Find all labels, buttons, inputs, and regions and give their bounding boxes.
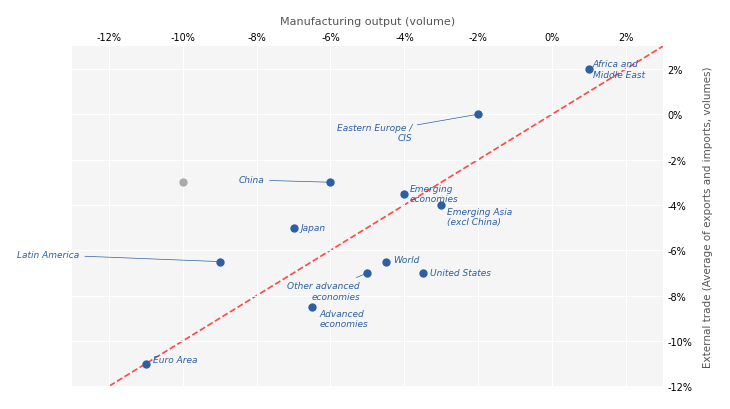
Text: Advanced
economies: Advanced economies: [320, 309, 368, 328]
Text: Emerging Asia
(excl China): Emerging Asia (excl China): [447, 207, 512, 227]
Point: [583, 66, 595, 73]
Text: Euro Area: Euro Area: [153, 355, 198, 364]
Text: Emerging
economies: Emerging economies: [410, 184, 458, 204]
Point: [140, 360, 152, 367]
Point: [417, 270, 429, 276]
Point: [325, 180, 337, 186]
Point: [214, 259, 226, 265]
Y-axis label: External trade (Average of exports and imports, volumes): External trade (Average of exports and i…: [703, 66, 713, 367]
Point: [380, 259, 392, 265]
Text: Latin America: Latin America: [17, 251, 217, 262]
Text: World: World: [393, 255, 420, 264]
Point: [306, 304, 318, 310]
Text: Other advanced
economies: Other advanced economies: [288, 274, 365, 301]
Text: Eastern Europe /
CIS: Eastern Europe / CIS: [337, 115, 475, 143]
Text: Japan: Japan: [301, 224, 326, 233]
Text: China: China: [238, 176, 328, 185]
Point: [177, 180, 188, 186]
Text: Africa and
Middle East: Africa and Middle East: [593, 60, 645, 79]
X-axis label: Manufacturing output (volume): Manufacturing output (volume): [280, 17, 455, 27]
Text: United States: United States: [430, 269, 491, 278]
Point: [472, 112, 484, 118]
Point: [399, 191, 410, 198]
Point: [361, 270, 373, 276]
Point: [288, 225, 299, 231]
Point: [436, 202, 447, 209]
